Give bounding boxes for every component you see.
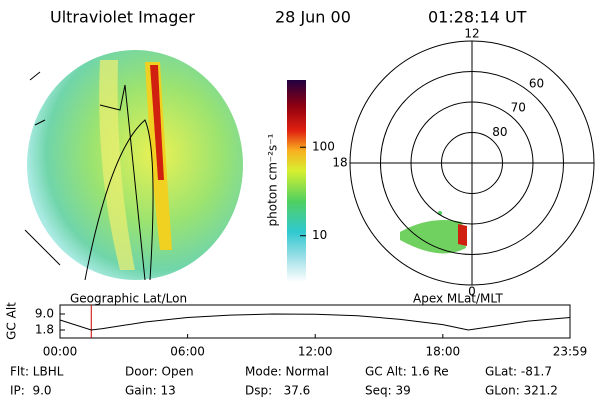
status-field: Door: Open [125, 365, 194, 379]
y-tick-label: 9.0 [35, 307, 54, 321]
alt-label: GC Alt [5, 302, 19, 340]
status-field: Seq: 39 [365, 384, 411, 398]
colorbar-tick-label: 100 [312, 140, 335, 154]
alt-frame [59, 304, 571, 339]
alt-line [59, 313, 571, 331]
colorbar [287, 80, 306, 282]
status-field: GC Alt: 1.6 Re [365, 365, 449, 379]
image-label: Geographic Lat/Lon [70, 292, 187, 306]
aurora-image [24, 50, 243, 281]
status-field: IP: 9.0 [10, 384, 52, 398]
x-tick-label: 23:59 [553, 345, 588, 359]
status-field: GLat: -81.7 [485, 365, 552, 379]
status-field: GLon: 321.2 [485, 384, 558, 398]
polar-ring-label: 60 [529, 76, 544, 90]
x-tick-label: 00:00 [43, 345, 78, 359]
status-field: Gain: 13 [125, 384, 176, 398]
x-tick-label: 12:00 [298, 345, 333, 359]
polar-ring-label: 70 [511, 101, 526, 115]
mlt-label: 12 [464, 27, 479, 41]
polar-label: Apex MLat/MLT [413, 292, 503, 306]
mlt-label: 18 [332, 156, 347, 170]
y-tick-label: 1.8 [35, 323, 54, 337]
status-field: Mode: Normal [245, 365, 329, 379]
colorbar-label: photon cm⁻²s⁻¹ [266, 133, 280, 226]
title: Ultraviolet Imager [50, 8, 195, 27]
status-field: Dsp: 37.6 [245, 384, 310, 398]
x-tick-label: 18:00 [426, 345, 461, 359]
date: 28 Jun 00 [275, 8, 351, 27]
polar-ring-label: 80 [492, 125, 507, 139]
x-tick-label: 06:00 [170, 345, 205, 359]
status-field: Flt: LBHL [10, 365, 64, 379]
mlt-label: 0 [468, 285, 476, 299]
colorbar-tick-label: 10 [312, 228, 327, 242]
polar-plot [400, 211, 467, 254]
time: 01:28:14 UT [428, 8, 527, 27]
